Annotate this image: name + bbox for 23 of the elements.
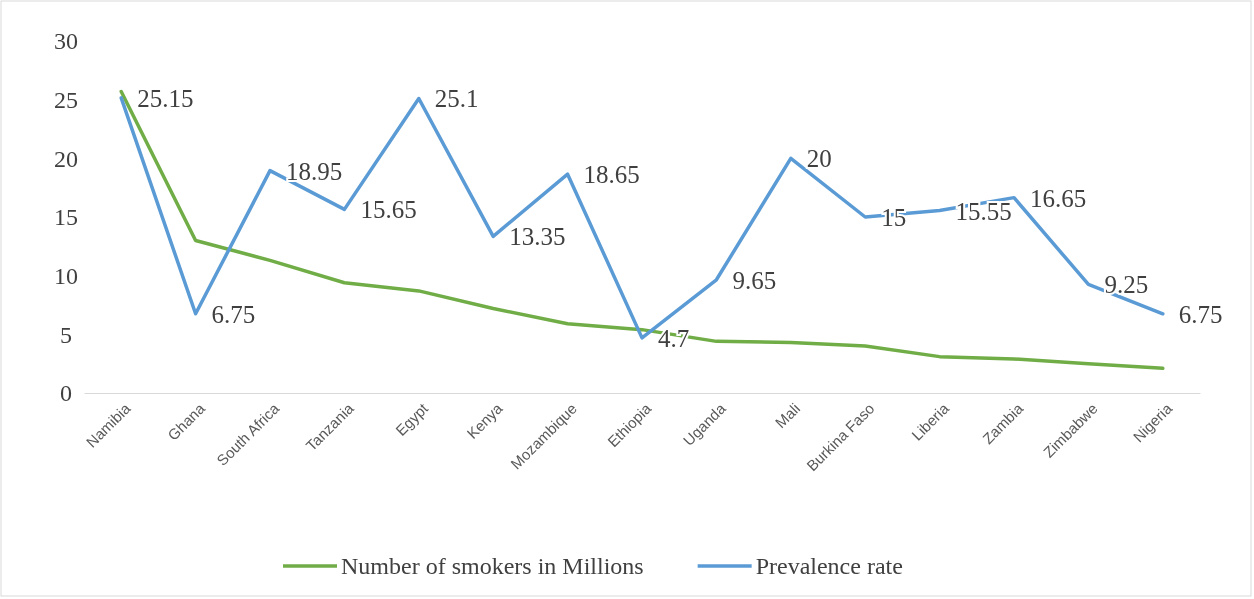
y-tick-label: 5 — [60, 321, 72, 348]
data-label: 15.55 — [955, 197, 1012, 225]
y-tick-label: 30 — [54, 28, 78, 55]
y-tick-label: 20 — [54, 145, 78, 172]
x-tick-label: Mali — [771, 399, 804, 432]
data-label: 6.75 — [211, 300, 256, 328]
data-label: 18.95 — [286, 157, 343, 185]
legend-label: Prevalence rate — [755, 553, 903, 579]
data-label: 25.15 — [137, 84, 194, 112]
y-tick-label: 15 — [54, 204, 78, 231]
data-label: 9.65 — [732, 266, 777, 294]
data-label: 9.25 — [1104, 271, 1149, 299]
data-label: 20 — [806, 145, 832, 173]
legend-label: Number of smokers in Millions — [341, 553, 644, 579]
y-tick-label: 25 — [54, 86, 78, 113]
data-label: 25.1 — [434, 85, 479, 113]
y-tick-label: 10 — [54, 262, 78, 289]
data-label: 6.75 — [1178, 300, 1223, 328]
y-tick-label: 0 — [60, 380, 72, 407]
data-label: 16.65 — [1030, 184, 1087, 212]
data-label: 18.65 — [583, 161, 640, 189]
data-label: 13.35 — [509, 223, 566, 251]
data-label: 15.65 — [360, 196, 417, 224]
